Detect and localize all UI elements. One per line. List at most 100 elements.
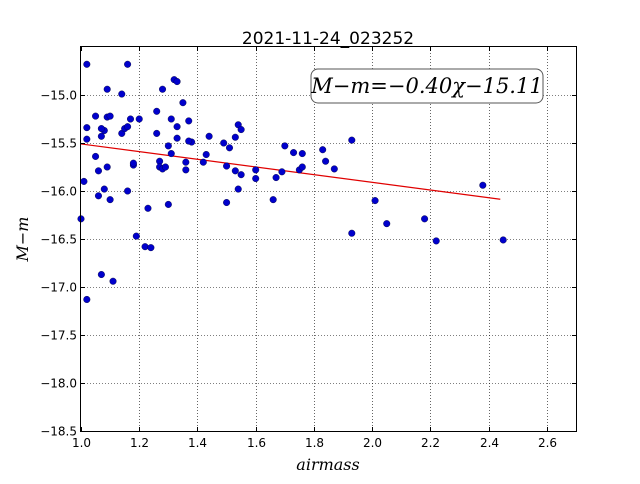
x-tick-label: 2.2 [421, 436, 440, 450]
data-point [92, 112, 100, 120]
data-point [83, 60, 91, 68]
data-point [106, 196, 114, 204]
data-point [83, 295, 91, 303]
plot-frame [80, 46, 577, 432]
x-tick-label: 1.6 [247, 436, 266, 450]
data-point [290, 149, 298, 157]
grid-layer [81, 47, 576, 431]
data-point [83, 135, 91, 143]
data-point [80, 177, 88, 185]
data-point [182, 158, 190, 166]
y-tick-labels: −15.0 −15.5 −16.0 −16.5 −17.0 −17.5 −18.0 −18.5 [40, 89, 77, 439]
data-point [231, 133, 239, 141]
data-point [278, 168, 286, 176]
tick-layer [81, 47, 576, 432]
data-point [252, 166, 260, 174]
data-point [161, 163, 169, 171]
data-point [92, 152, 100, 160]
data-point [421, 215, 429, 223]
y-tick-label: −16.5 [40, 233, 77, 247]
y-tick-label: −15.0 [40, 89, 77, 103]
data-point [298, 163, 306, 171]
data-point [94, 167, 102, 175]
y-tick-label: −15.5 [40, 137, 77, 151]
fit-equation: M−m=−0.40χ−15.11 [310, 74, 542, 98]
data-point [97, 125, 105, 133]
data-point [319, 146, 327, 154]
data-point [94, 192, 102, 200]
y-axis-label: M−m [13, 217, 32, 263]
data-point [348, 136, 356, 144]
data-point [118, 90, 126, 98]
data-point [109, 277, 117, 285]
data-point [164, 142, 172, 150]
data-point [173, 134, 181, 142]
y-tick-label: −17.5 [40, 329, 77, 343]
x-tick-label: 1.4 [188, 436, 207, 450]
data-point [223, 162, 231, 170]
data-point [179, 99, 187, 107]
data-point [106, 112, 114, 120]
data-point [182, 166, 190, 174]
x-tick-label: 2.6 [538, 436, 557, 450]
data-point [330, 165, 338, 173]
data-point [126, 115, 134, 123]
data-point [202, 151, 210, 159]
data-point [141, 243, 149, 251]
fit-layer [80, 143, 501, 200]
data-point [153, 107, 161, 115]
data-point [173, 123, 181, 131]
data-point [132, 232, 140, 240]
data-point [124, 123, 132, 131]
data-point [153, 129, 161, 137]
x-tick-label: 1.2 [130, 436, 149, 450]
data-point [272, 174, 280, 182]
fit-equation-box: M−m=−0.40χ−15.11 [310, 68, 544, 104]
y-tick-label: −18.0 [40, 377, 77, 391]
data-point [97, 271, 105, 279]
x-tick-label: 1.0 [72, 436, 91, 450]
data-point [103, 85, 111, 93]
data-point [100, 185, 108, 193]
data-point [432, 237, 440, 245]
data-points [77, 60, 507, 303]
data-point [220, 139, 228, 147]
x-axis-label: airmass [296, 455, 359, 474]
data-point [225, 144, 233, 152]
data-point [298, 150, 306, 158]
data-point [234, 185, 242, 193]
data-point [97, 132, 105, 140]
data-point [167, 115, 175, 123]
data-point [199, 158, 207, 166]
data-point [147, 244, 155, 252]
annotation-box [310, 68, 544, 104]
data-point [479, 181, 487, 189]
data-point [269, 196, 277, 204]
data-point [252, 175, 260, 183]
data-point [124, 187, 132, 195]
data-point [167, 150, 175, 158]
data-point [371, 197, 379, 205]
data-point [237, 126, 245, 134]
x-tick-labels: 1.0 1.2 1.4 1.6 1.8 2.0 2.2 2.4 2.6 [72, 436, 557, 450]
data-point [159, 85, 167, 93]
data-point [124, 60, 132, 68]
y-tick-label: −17.0 [40, 281, 77, 295]
data-point [129, 159, 137, 167]
data-point [164, 200, 172, 208]
data-point [205, 132, 213, 140]
data-point [135, 115, 143, 123]
data-point [185, 117, 193, 125]
fit-line [80, 143, 501, 200]
chart-title: 2021-11-24_023252 [242, 29, 414, 49]
data-point [322, 157, 330, 165]
data-point [83, 124, 91, 132]
data-point [281, 142, 289, 150]
data-point [499, 236, 507, 244]
data-point [144, 204, 152, 212]
x-tick-label: 2.4 [480, 436, 499, 450]
data-point [103, 163, 111, 171]
data-point [185, 137, 193, 145]
